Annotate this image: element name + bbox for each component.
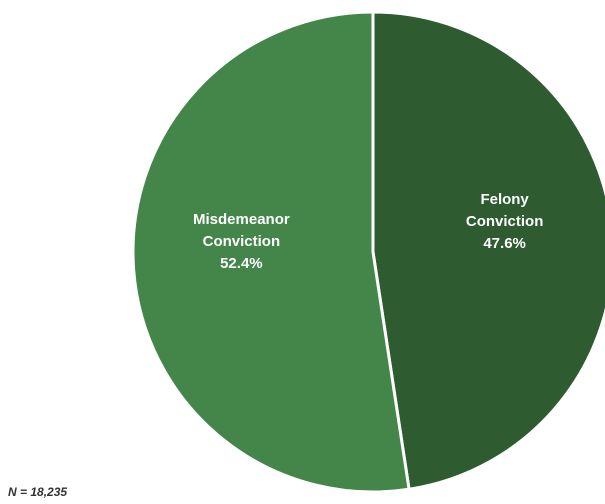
value-label: 52.4% [220, 255, 263, 272]
value-label: 47.6% [483, 235, 526, 252]
slice-label: Felony Conviction [466, 191, 544, 230]
pie-slice [371, 10, 605, 491]
note: N = 18,235 [8, 485, 67, 499]
pie-slice [131, 10, 411, 494]
slice-label: Misdemeanor Conviction [193, 211, 290, 250]
